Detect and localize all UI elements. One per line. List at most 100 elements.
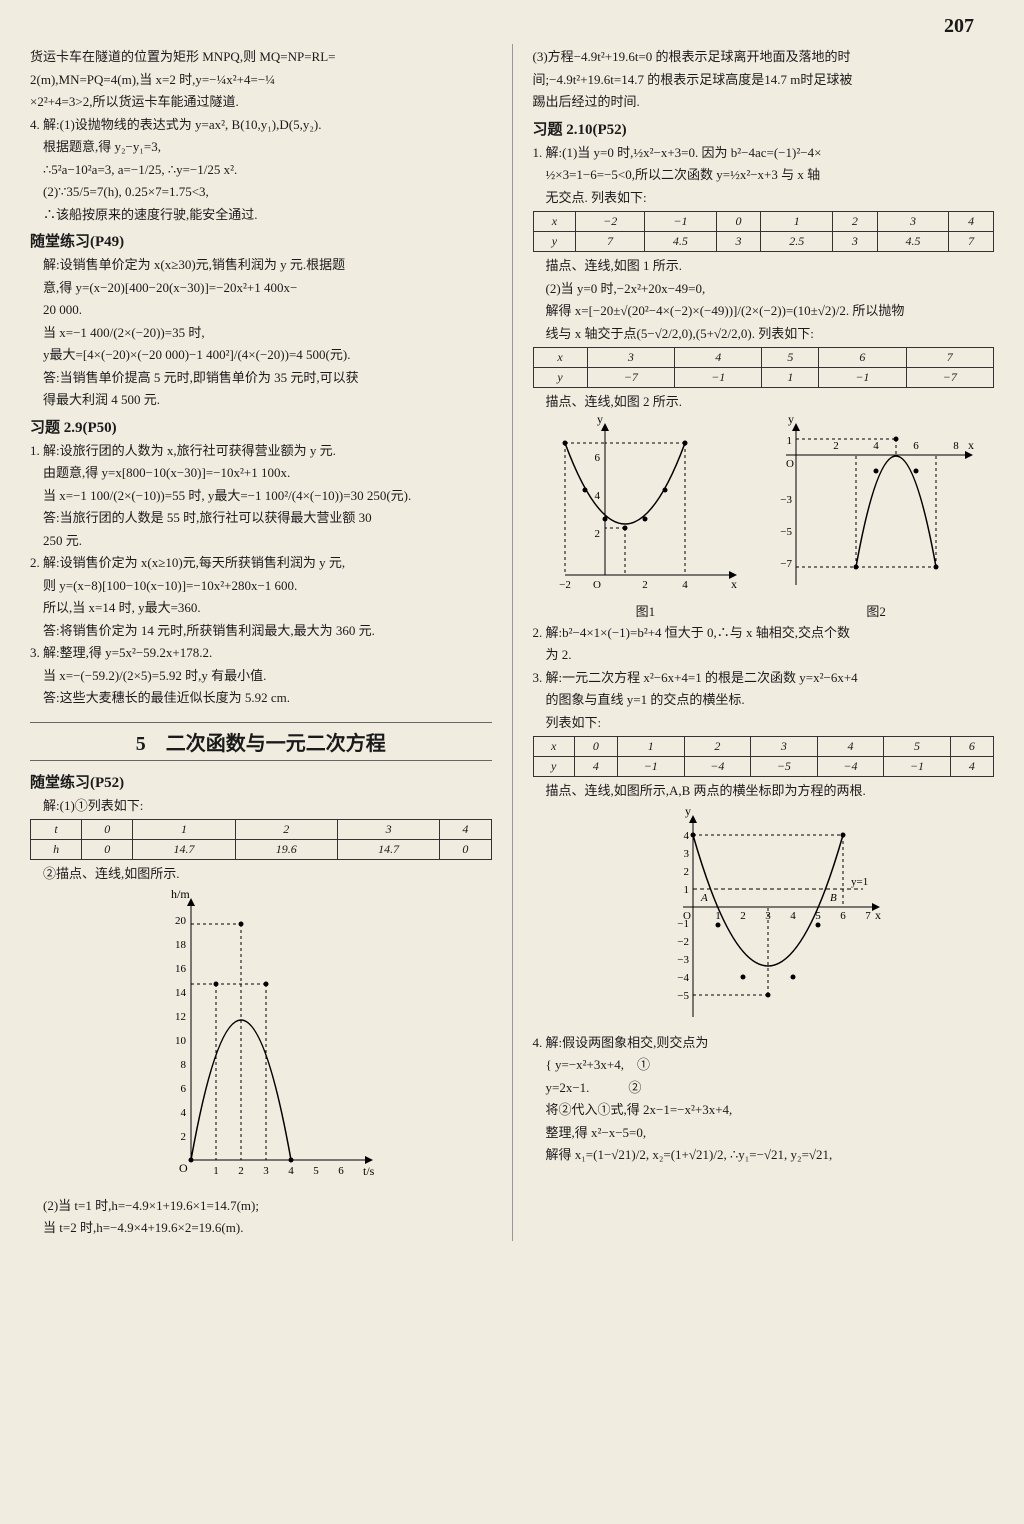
table-cell: 3 bbox=[877, 212, 949, 232]
svg-text:6: 6 bbox=[338, 1165, 344, 1177]
axis-label-y: h/m bbox=[171, 890, 190, 901]
table-cell: 3 bbox=[716, 232, 761, 252]
svg-text:8: 8 bbox=[953, 440, 959, 452]
table-row: x −2 −1 0 1 2 3 4 bbox=[533, 212, 994, 232]
svg-text:x: x bbox=[731, 577, 737, 591]
table-cell: 3 bbox=[587, 348, 674, 368]
table-cell: −1 bbox=[884, 757, 951, 777]
table-cell: 5 bbox=[884, 737, 951, 757]
svg-text:2: 2 bbox=[595, 528, 601, 540]
text-line: 踢出后经过的时间. bbox=[533, 92, 995, 112]
svg-text:x: x bbox=[875, 908, 881, 922]
table-cell: 2.5 bbox=[761, 232, 833, 252]
table-t-h: t 0 1 2 3 4 h 0 14.7 19.6 14.7 0 bbox=[30, 819, 492, 860]
table-cell: −2 bbox=[576, 212, 645, 232]
text-line: ∴5²a−10²a=3, a=−1/25, ∴y=−1/25 x². bbox=[30, 160, 492, 180]
text-line: 解得 x=[−20±√(20²−4×(−2)×(−49))]/(2×(−2))=… bbox=[533, 301, 995, 321]
svg-text:y: y bbox=[788, 415, 794, 426]
section-header-p52: 随堂练习(P52) bbox=[30, 771, 492, 792]
table-row: y 7 4.5 3 2.5 3 4.5 7 bbox=[533, 232, 994, 252]
text-line: 意,得 y=(x−20)[400−20(x−30)]=−20x²+1 400x− bbox=[30, 278, 492, 298]
table-cell: y bbox=[533, 757, 574, 777]
text-line: 无交点. 列表如下: bbox=[533, 188, 995, 208]
svg-text:12: 12 bbox=[175, 1011, 186, 1023]
table-cell: 0 bbox=[82, 840, 133, 860]
svg-text:5: 5 bbox=[313, 1165, 319, 1177]
table-row: y −7 −1 1 −1 −7 bbox=[533, 368, 994, 388]
svg-text:O: O bbox=[786, 458, 794, 470]
table-cell: −7 bbox=[906, 368, 993, 388]
svg-text:−3: −3 bbox=[780, 494, 792, 506]
table-cell: −5 bbox=[751, 757, 818, 777]
svg-text:−5: −5 bbox=[678, 990, 690, 1002]
table-cell: 14.7 bbox=[337, 840, 439, 860]
svg-text:2: 2 bbox=[684, 866, 690, 878]
text-line: 描点、连线,如图 2 所示. bbox=[533, 392, 995, 412]
svg-text:4: 4 bbox=[683, 579, 689, 591]
table-cell: −4 bbox=[817, 757, 884, 777]
table-cell: −1 bbox=[645, 212, 717, 232]
line-label: y=1 bbox=[851, 876, 868, 888]
svg-text:6: 6 bbox=[595, 452, 601, 464]
text-line: 2. 解:设销售价定为 x(x≥10)元,每天所获销售利润为 y 元, bbox=[30, 553, 492, 573]
text-line: (3)方程−4.9t²+19.6t=0 的根表示足球离开地面及落地的时 bbox=[533, 47, 995, 67]
chart-fig2: y x O 2 4 6 8 1 −3 bbox=[771, 415, 981, 595]
table-cell: 4 bbox=[440, 820, 491, 840]
figure-2: y x O 2 4 6 8 1 −3 bbox=[771, 415, 981, 620]
table-cell: y bbox=[533, 232, 576, 252]
text-line: (2)当 t=1 时,h=−4.9×1+19.6×1=14.7(m); bbox=[30, 1196, 492, 1216]
table-cell: −4 bbox=[684, 757, 751, 777]
text-line: 为 2. bbox=[533, 645, 995, 665]
svg-text:−4: −4 bbox=[678, 972, 690, 984]
svg-text:4: 4 bbox=[180, 1107, 186, 1119]
svg-text:−3: −3 bbox=[678, 954, 690, 966]
table-cell: −7 bbox=[587, 368, 674, 388]
text-line: 250 元. bbox=[30, 531, 492, 551]
figure-caption-1: 图1 bbox=[545, 601, 745, 620]
table-cell: 3 bbox=[832, 232, 877, 252]
svg-text:3: 3 bbox=[263, 1165, 269, 1177]
chart-fig3: y x O 1 2 3 4 5 6 7 4 3 2 bbox=[633, 807, 893, 1027]
table-cell: t bbox=[31, 820, 82, 840]
text-line: 当 x=−(−59.2)/(2×5)=5.92 时,y 有最小值. bbox=[30, 666, 492, 686]
svg-text:y: y bbox=[685, 807, 691, 818]
table-cell: 4.5 bbox=[645, 232, 717, 252]
table-xy-a: x −2 −1 0 1 2 3 4 y 7 4.5 3 2.5 3 4.5 bbox=[533, 211, 995, 252]
table-cell: x bbox=[533, 212, 576, 232]
table-cell: −1 bbox=[617, 757, 684, 777]
table-cell: 7 bbox=[906, 348, 993, 368]
svg-text:4: 4 bbox=[288, 1165, 294, 1177]
table-cell: h bbox=[31, 840, 82, 860]
table-row: x 0 1 2 3 4 5 6 bbox=[533, 737, 994, 757]
text-line: 将②代入①式,得 2x−1=−x²+3x+4, bbox=[533, 1100, 995, 1120]
svg-text:−5: −5 bbox=[780, 526, 792, 538]
svg-text:14: 14 bbox=[175, 987, 187, 999]
text-line: 所以,当 x=14 时, y最大=360. bbox=[30, 598, 492, 618]
text-line: 答:当旅行团的人数是 55 时,旅行社可以获得最大营业额 30 bbox=[30, 508, 492, 528]
text-line: 货运卡车在隧道的位置为矩形 MNPQ,则 MQ=NP=RL= bbox=[30, 47, 492, 67]
text-line: 4. 解:(1)设抛物线的表达式为 y=ax², B(10,y₁),D(5,y₂… bbox=[30, 115, 492, 135]
text-line: 当 x=−1 400/(2×(−20))=35 时, bbox=[30, 323, 492, 343]
table-cell: 3 bbox=[751, 737, 818, 757]
text-line: 答:将销售价定为 14 元时,所获销售利润最大,最大为 360 元. bbox=[30, 621, 492, 641]
text-line: 得最大利润 4 500 元. bbox=[30, 390, 492, 410]
table-cell: y bbox=[533, 368, 587, 388]
page-number: 207 bbox=[30, 15, 994, 38]
table-cell: 4 bbox=[949, 212, 994, 232]
figure-caption-2: 图2 bbox=[771, 601, 981, 620]
svg-text:10: 10 bbox=[175, 1035, 187, 1047]
text-line: 描点、连线,如图 1 所示. bbox=[533, 256, 995, 276]
svg-text:18: 18 bbox=[175, 939, 187, 951]
text-line: 答:这些大麦穗长的最佳近似长度为 5.92 cm. bbox=[30, 688, 492, 708]
table-cell: 4 bbox=[574, 757, 617, 777]
text-line: ②描点、连线,如图所示. bbox=[30, 864, 492, 884]
graph-pair: y x −2 O 2 4 2 4 6 bbox=[533, 415, 995, 620]
text-line: 20 000. bbox=[30, 300, 492, 320]
text-line: 间;−4.9t²+19.6t=14.7 的根表示足球高度是14.7 m时足球被 bbox=[533, 70, 995, 90]
table-cell: 14.7 bbox=[133, 840, 235, 860]
svg-text:8: 8 bbox=[180, 1059, 186, 1071]
text-line: 描点、连线,如图所示,A,B 两点的横坐标即为方程的两根. bbox=[533, 781, 995, 801]
right-column: (3)方程−4.9t²+19.6t=0 的根表示足球离开地面及落地的时 间;−4… bbox=[533, 44, 995, 1241]
table-row: h 0 14.7 19.6 14.7 0 bbox=[31, 840, 492, 860]
table-cell: 2 bbox=[684, 737, 751, 757]
